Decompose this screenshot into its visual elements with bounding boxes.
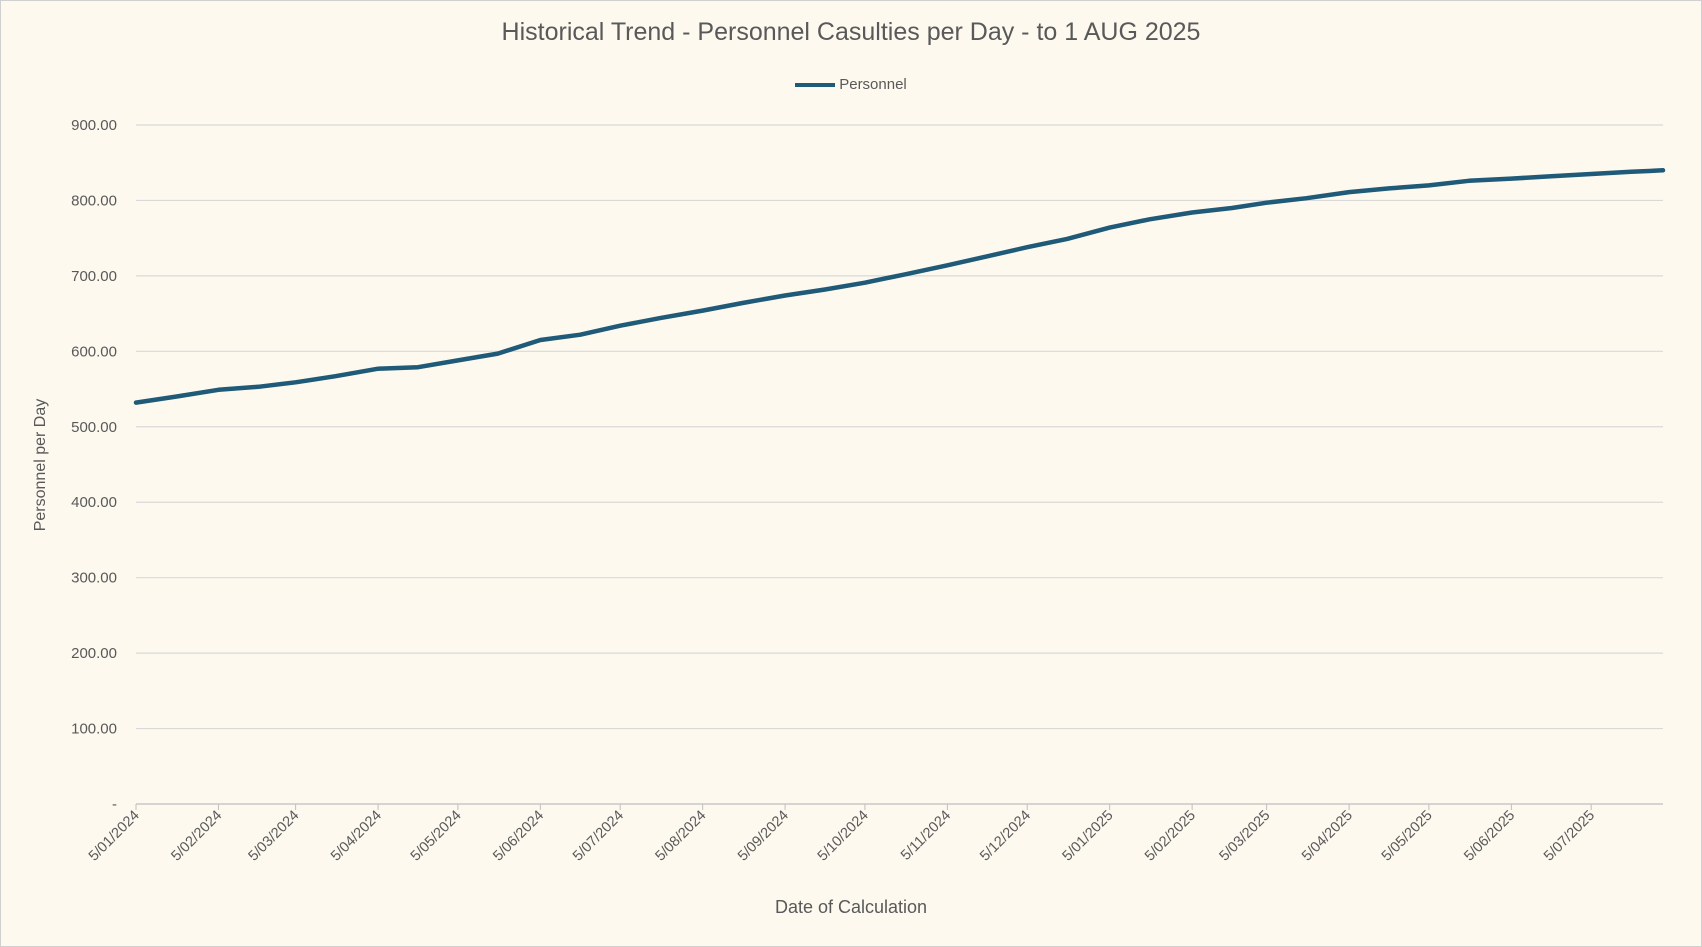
y-tick-label: 600.00: [71, 343, 117, 360]
x-tick-label: 5/01/2025: [1060, 808, 1117, 865]
legend: Personnel: [0, 76, 1702, 93]
x-tick-label: 5/01/2024: [86, 808, 143, 865]
x-tick-label: 5/07/2025: [1541, 808, 1598, 865]
x-tick-label: 5/02/2024: [168, 808, 225, 865]
y-tick-label: 900.00: [71, 117, 117, 134]
legend-swatch-personnel: [795, 82, 836, 87]
y-tick-label: -: [112, 796, 117, 813]
x-tick-label: 5/05/2024: [408, 808, 465, 865]
y-tick-label: 700.00: [71, 268, 117, 285]
x-tick-label: 5/04/2025: [1299, 808, 1356, 865]
x-tick-label: 5/03/2025: [1217, 808, 1274, 865]
y-tick-label: 300.00: [71, 570, 117, 587]
x-tick-label: 5/04/2024: [328, 808, 385, 865]
x-tick-label: 5/06/2024: [490, 808, 547, 865]
x-tick-label: 5/11/2024: [898, 808, 954, 864]
y-tick-label: 200.00: [71, 645, 117, 662]
series-line-personnel: [133, 168, 1666, 405]
x-tick-label: 5/03/2024: [246, 808, 303, 865]
y-tick-label: 400.00: [71, 494, 117, 511]
chart-title: Historical Trend - Personnel Casulties p…: [501, 18, 1201, 46]
y-tick-label: 500.00: [71, 419, 117, 436]
y-tick-label: 100.00: [71, 721, 117, 738]
x-tick-label: 5/08/2024: [653, 808, 710, 865]
x-tick-label: 5/07/2024: [570, 808, 627, 865]
y-tick-label: 800.00: [71, 192, 117, 209]
x-tick-label: 5/10/2024: [815, 808, 872, 865]
x-tick-label: 5/09/2024: [735, 808, 792, 865]
legend-label-personnel: Personnel: [839, 76, 907, 93]
x-tick-label: 5/06/2025: [1461, 808, 1518, 865]
x-tick-label: 5/12/2024: [977, 808, 1034, 865]
x-tick-label: 5/02/2025: [1142, 808, 1199, 865]
x-tick-label: 5/05/2025: [1379, 808, 1436, 865]
x-axis-title: Date of Calculation: [774, 897, 928, 917]
